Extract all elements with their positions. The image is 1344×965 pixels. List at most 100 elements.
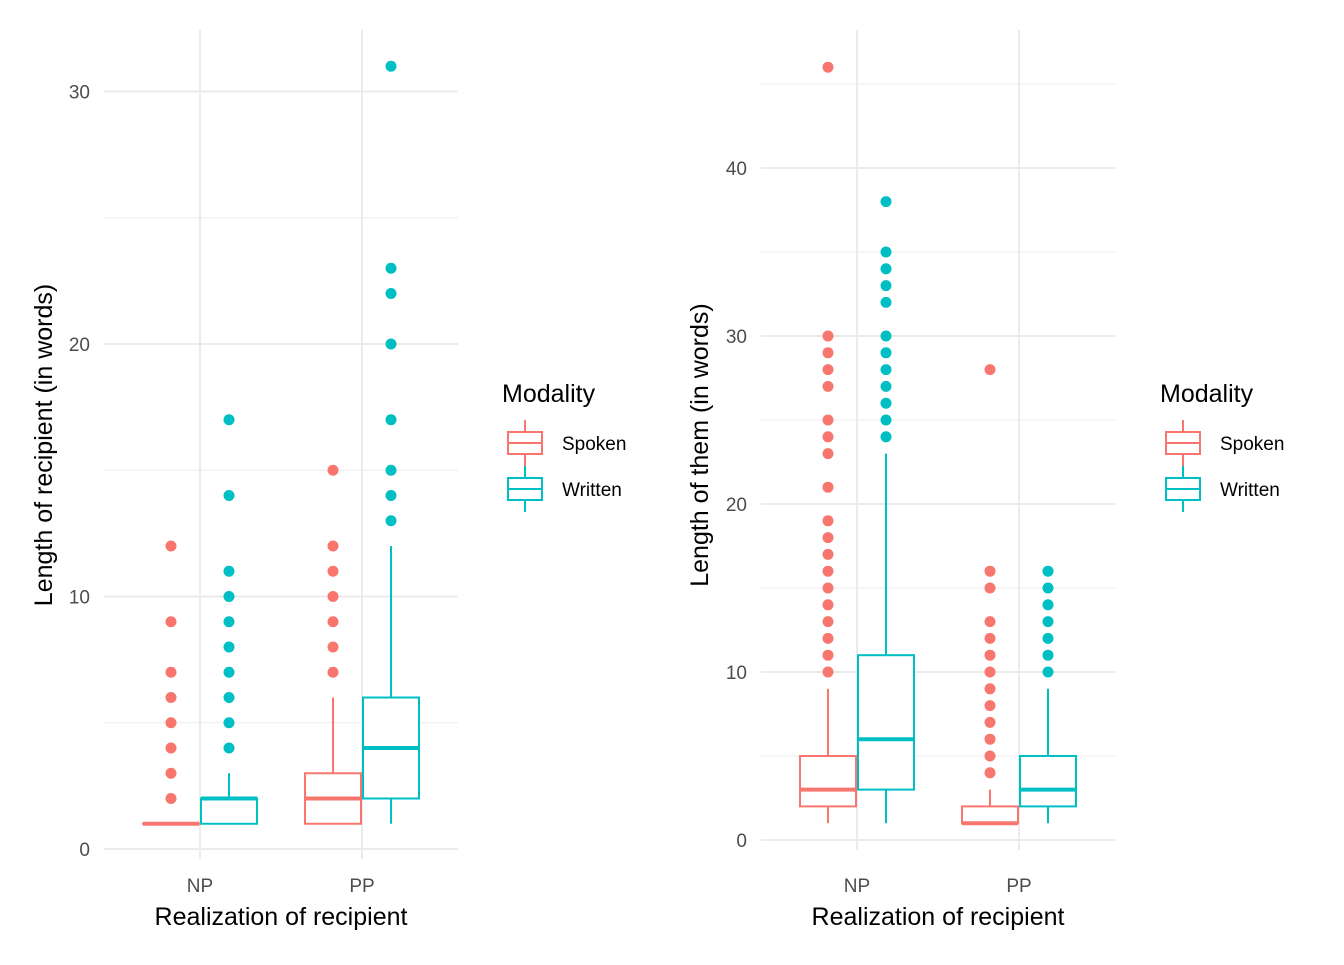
- box-written-np: [201, 414, 257, 824]
- y-tick-label: 0: [79, 840, 90, 861]
- y-tick-label: 20: [69, 335, 90, 356]
- outlier-point: [224, 692, 235, 703]
- outlier-point: [881, 331, 892, 342]
- outlier-point: [1043, 566, 1054, 577]
- legend-entry-spoken: Spoken: [1166, 420, 1284, 466]
- outlier-point: [1043, 616, 1054, 627]
- outlier-point: [823, 347, 834, 358]
- outlier-point: [386, 288, 397, 299]
- x-tick-label: PP: [349, 876, 374, 897]
- box-body: [1020, 756, 1076, 806]
- outlier-point: [881, 280, 892, 291]
- x-axis-title: Realization of recipient: [155, 903, 408, 931]
- legend: Modality Spoken Written: [502, 380, 626, 512]
- y-axis-title: Length of recipient (in words): [30, 284, 58, 606]
- outlier-point: [823, 331, 834, 342]
- outlier-point: [823, 415, 834, 426]
- outlier-point: [881, 415, 892, 426]
- outlier-point: [166, 541, 177, 552]
- outlier-point: [224, 591, 235, 602]
- box-spoken-np: [800, 62, 856, 824]
- box-spoken-pp: [962, 364, 1018, 823]
- x-axis-title: Realization of recipient: [812, 903, 1065, 931]
- outlier-point: [823, 381, 834, 392]
- outlier-point: [985, 633, 996, 644]
- outlier-point: [881, 381, 892, 392]
- outlier-point: [224, 667, 235, 678]
- box-written-pp: [363, 61, 419, 824]
- outlier-point: [985, 767, 996, 778]
- outlier-point: [823, 549, 834, 560]
- outlier-point: [985, 364, 996, 375]
- outlier-point: [985, 700, 996, 711]
- x-tick-label: NP: [844, 876, 870, 897]
- legend-title: Modality: [1160, 380, 1254, 408]
- outlier-point: [823, 633, 834, 644]
- outlier-point: [224, 616, 235, 627]
- legend-title: Modality: [502, 380, 596, 408]
- outlier-point: [823, 532, 834, 543]
- legend-entry-spoken: Spoken: [508, 420, 626, 466]
- outlier-point: [985, 667, 996, 678]
- y-tick-label: 30: [69, 83, 90, 104]
- box-spoken-np: [143, 541, 199, 824]
- outlier-point: [328, 541, 339, 552]
- outlier-point: [386, 414, 397, 425]
- box-body: [962, 806, 1018, 823]
- outlier-point: [166, 793, 177, 804]
- outlier-point: [224, 743, 235, 754]
- y-tick-label: 10: [69, 588, 90, 609]
- legend-label: Spoken: [562, 434, 626, 455]
- legend: Modality Spoken Written: [1160, 380, 1284, 512]
- outlier-point: [386, 490, 397, 501]
- outlier-point: [1043, 667, 1054, 678]
- outlier-point: [823, 650, 834, 661]
- y-tick-label: 0: [736, 831, 747, 852]
- box-body: [858, 655, 914, 789]
- outlier-point: [823, 616, 834, 627]
- outlier-point: [985, 683, 996, 694]
- outlier-point: [386, 339, 397, 350]
- outlier-point: [386, 61, 397, 72]
- outlier-point: [166, 692, 177, 703]
- outlier-point: [1043, 599, 1054, 610]
- outlier-point: [823, 515, 834, 526]
- x-tick-label: PP: [1006, 876, 1031, 897]
- outlier-point: [166, 717, 177, 728]
- outlier-point: [224, 717, 235, 728]
- outlier-point: [823, 431, 834, 442]
- outlier-point: [881, 398, 892, 409]
- outlier-point: [224, 642, 235, 653]
- outlier-point: [823, 566, 834, 577]
- outlier-point: [166, 768, 177, 779]
- box-written-pp: [1020, 566, 1076, 824]
- outlier-point: [328, 667, 339, 678]
- outlier-point: [823, 448, 834, 459]
- outlier-point: [881, 196, 892, 207]
- box-body: [800, 756, 856, 806]
- outlier-point: [881, 263, 892, 274]
- outlier-point: [881, 297, 892, 308]
- legend-entry-written: Written: [508, 466, 622, 512]
- outlier-point: [328, 566, 339, 577]
- outlier-point: [985, 751, 996, 762]
- outlier-point: [1043, 650, 1054, 661]
- outlier-point: [224, 414, 235, 425]
- legend-label: Spoken: [1220, 434, 1284, 455]
- outlier-point: [166, 667, 177, 678]
- outlier-point: [823, 667, 834, 678]
- outlier-point: [386, 263, 397, 274]
- outlier-point: [328, 616, 339, 627]
- outlier-point: [985, 583, 996, 594]
- outlier-point: [224, 490, 235, 501]
- box-body: [201, 799, 257, 824]
- outlier-point: [386, 465, 397, 476]
- y-axis-title: Length of them (in words): [686, 303, 714, 586]
- outlier-point: [328, 591, 339, 602]
- y-tick-label: 40: [726, 159, 747, 180]
- outlier-point: [881, 347, 892, 358]
- legend-label: Written: [1220, 480, 1280, 501]
- outlier-point: [985, 566, 996, 577]
